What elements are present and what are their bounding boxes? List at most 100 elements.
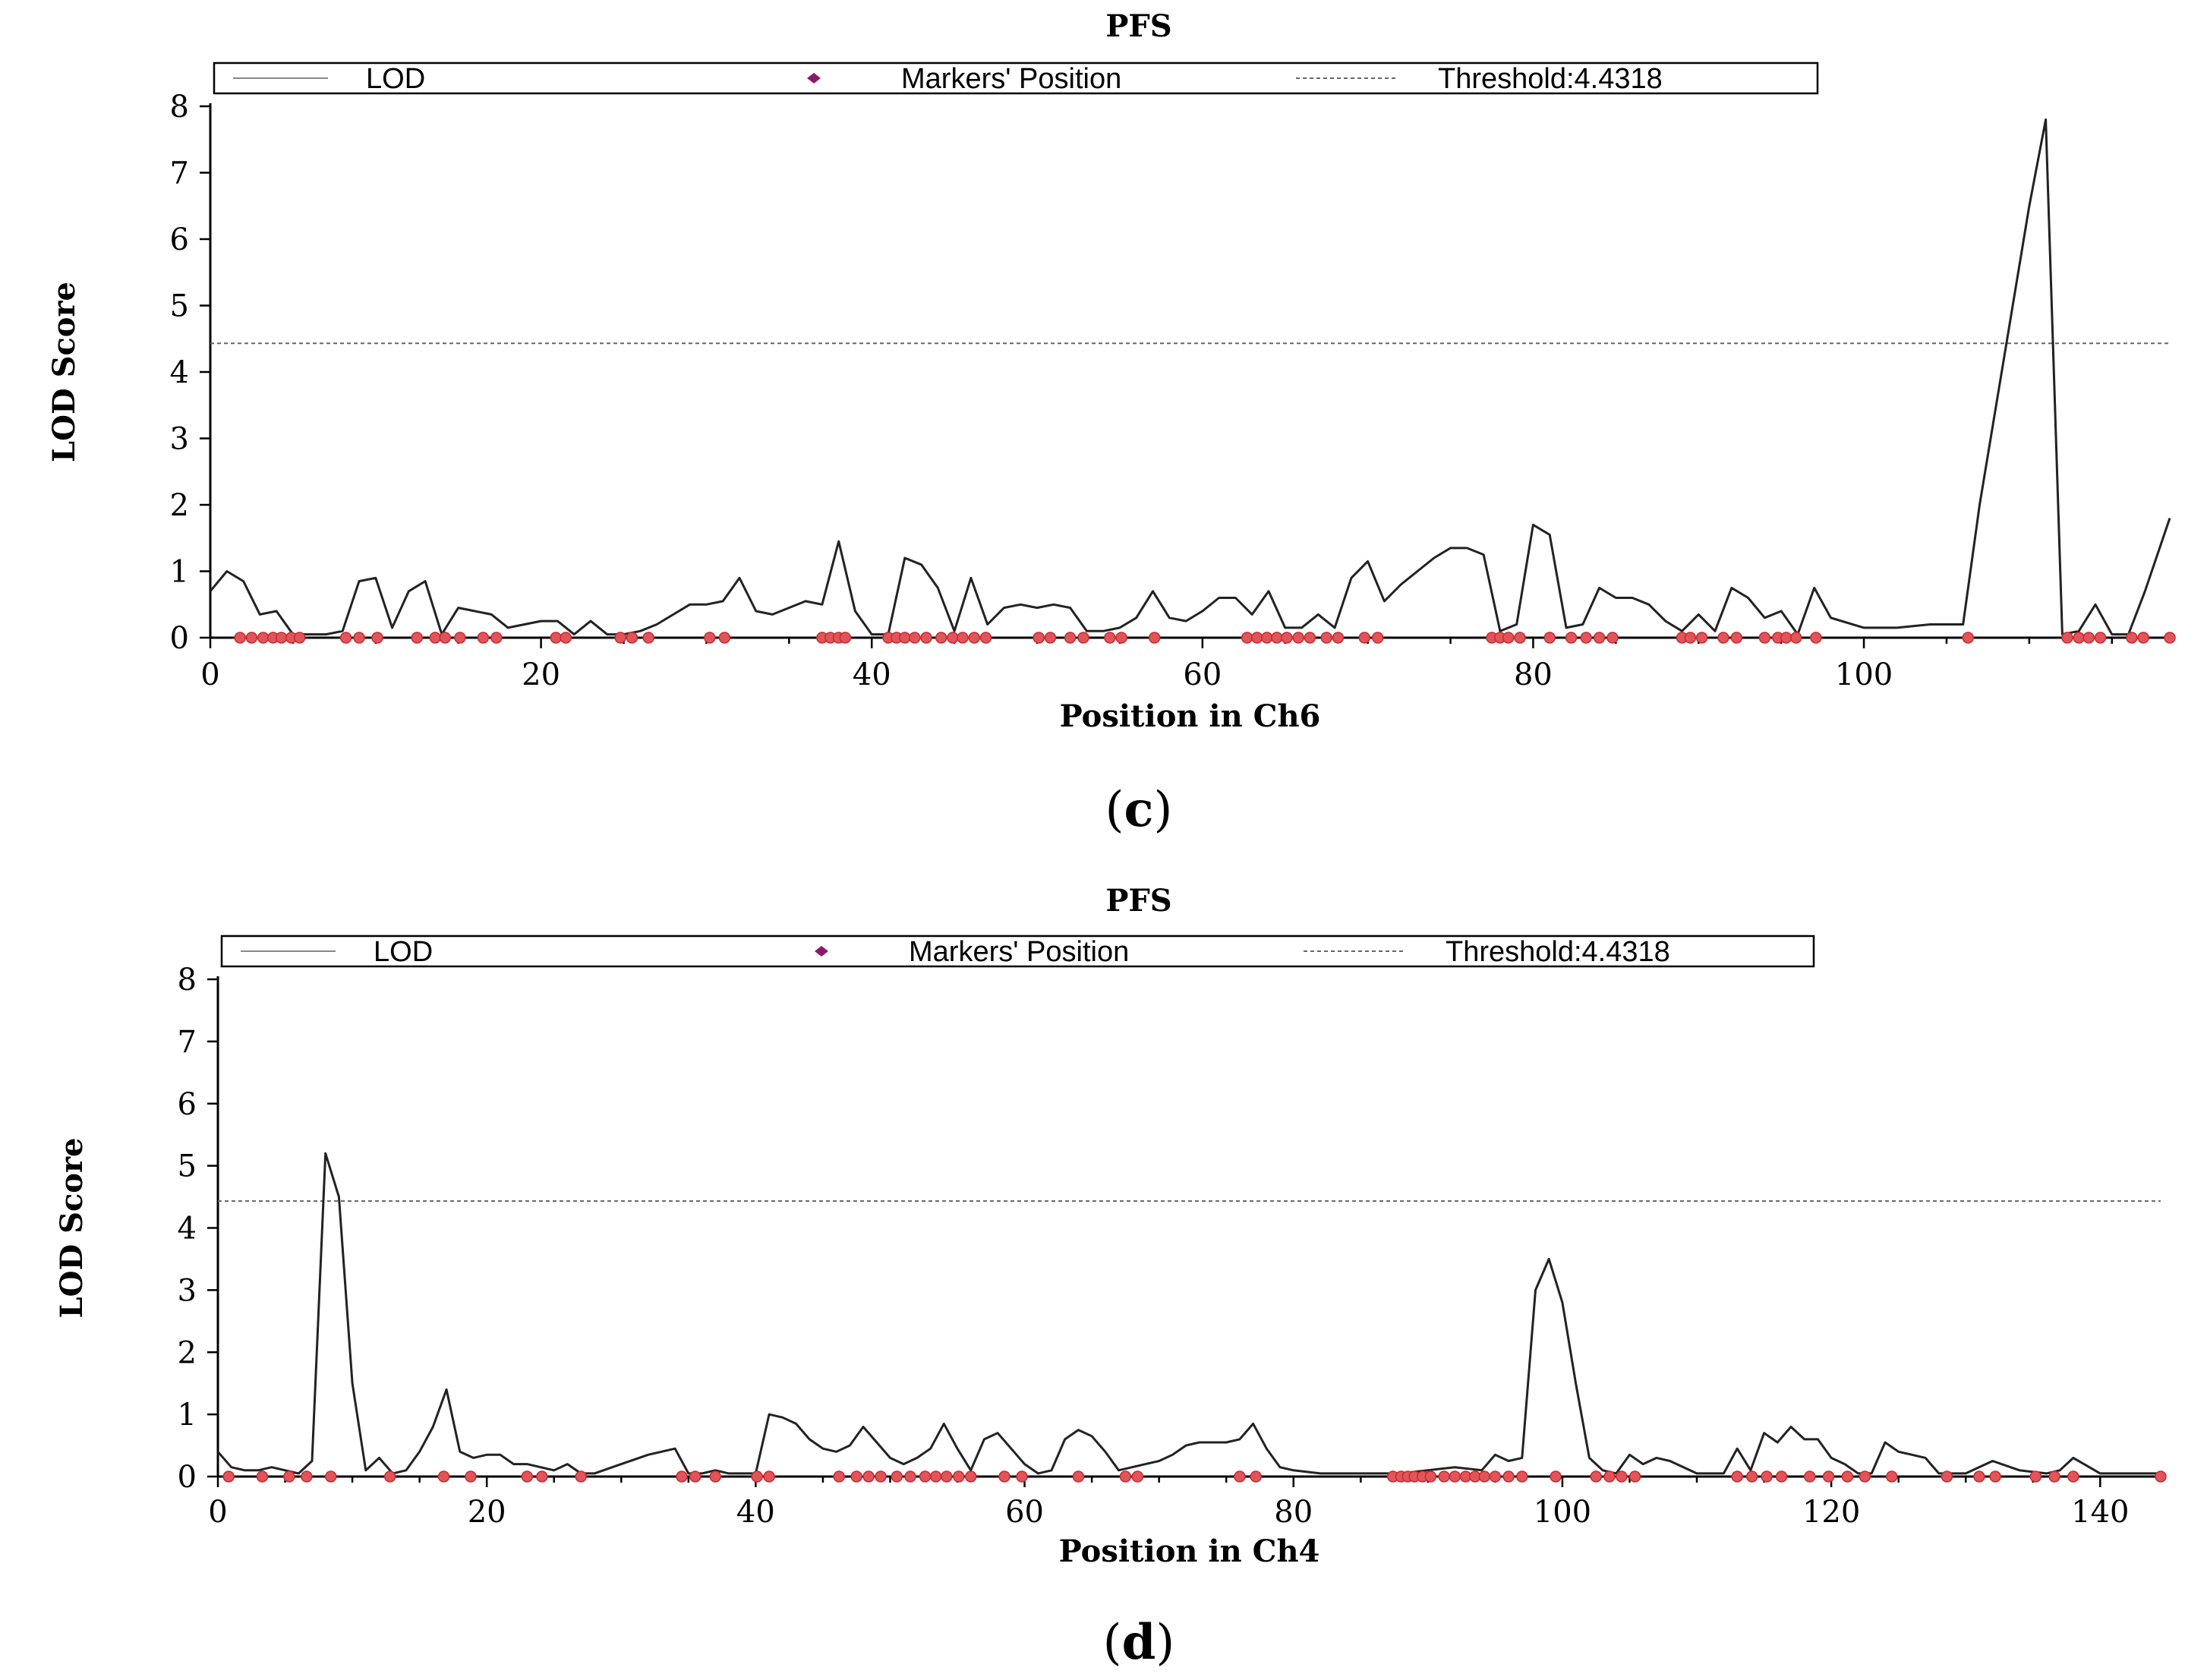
marker-point xyxy=(383,1470,396,1483)
marker-point xyxy=(1804,1470,1816,1483)
marker-point xyxy=(1077,632,1089,644)
marker-point xyxy=(1148,632,1161,644)
marker-point xyxy=(1371,632,1384,644)
y-axis-title: LOD Score xyxy=(46,282,82,462)
chart-panel-d: PFS LOD Markers' Position Threshold:4.4318 0… xyxy=(54,883,2167,1671)
y-tick-label: 5 xyxy=(170,289,189,324)
x-tick-label: 60 xyxy=(1183,657,1222,692)
x-axis-title: Position in Ch4 xyxy=(1059,1533,1320,1569)
legend-box xyxy=(220,935,1815,968)
marker-point xyxy=(1962,632,1975,644)
marker-point xyxy=(353,632,365,644)
marker-point xyxy=(891,1470,903,1483)
marker-point xyxy=(1543,632,1556,644)
marker-point xyxy=(2164,632,2176,644)
marker-point xyxy=(833,1470,845,1483)
y-tick-label: 8 xyxy=(178,963,197,998)
marker-point xyxy=(1131,1470,1144,1483)
marker-point xyxy=(465,1470,477,1483)
x-tick-label: 120 xyxy=(1802,1495,1860,1530)
marker-point xyxy=(850,1470,862,1483)
y-tick-label: 6 xyxy=(170,222,189,257)
marker-point xyxy=(1730,632,1743,644)
panel-label-close: ) xyxy=(1153,782,1172,838)
marker-point xyxy=(1478,1470,1490,1483)
legend-label-lod: LOD xyxy=(366,63,425,95)
chart-title: PFS xyxy=(1105,883,1171,919)
marker-point xyxy=(2094,632,2107,644)
marker-point xyxy=(614,632,626,644)
marker-point xyxy=(560,632,572,644)
y-tick-label: 1 xyxy=(170,555,189,590)
y-tick-label: 0 xyxy=(170,621,189,656)
lod-series-line xyxy=(216,1152,2161,1475)
marker-point xyxy=(1250,632,1263,644)
marker-point xyxy=(875,1470,887,1483)
x-tick-label: 140 xyxy=(2071,1495,2129,1530)
legend-label-lod: LOD xyxy=(374,936,433,968)
marker-point xyxy=(1115,632,1127,644)
x-tick-label: 20 xyxy=(522,657,560,692)
marker-point xyxy=(411,632,424,644)
marker-point xyxy=(2126,632,2138,644)
marker-point xyxy=(1590,1470,1602,1483)
marker-point xyxy=(283,1470,295,1483)
legend-label-markers: Markers' Position xyxy=(909,936,1129,968)
chart-panel-c: PFS LOD Markers' Position Threshold:4.4318 0… xyxy=(46,8,2176,838)
marker-point xyxy=(964,1470,977,1483)
marker-point xyxy=(1758,632,1771,644)
marker-point xyxy=(1281,632,1293,644)
marker-point xyxy=(1044,632,1057,644)
marker-point xyxy=(454,632,466,644)
marker-point xyxy=(1731,1470,1743,1483)
marker-point xyxy=(2061,632,2073,644)
marker-point xyxy=(2073,632,2085,644)
panel-label: (c) xyxy=(1105,781,1173,838)
marker-point xyxy=(490,632,503,644)
marker-point xyxy=(1449,1470,1461,1483)
legend-box xyxy=(213,61,1819,95)
marker-point xyxy=(763,1470,775,1483)
marker-point xyxy=(947,632,959,644)
marker-point xyxy=(439,632,452,644)
marker-point xyxy=(1603,1470,1616,1483)
marker-point xyxy=(1514,632,1526,644)
marker-point xyxy=(1241,632,1253,644)
marker-point xyxy=(689,1470,702,1483)
marker-point xyxy=(1822,1470,1835,1483)
marker-point xyxy=(1358,632,1371,644)
marker-point xyxy=(1304,632,1316,644)
marker-point xyxy=(1761,1470,1773,1483)
marker-point xyxy=(1780,632,1792,644)
marker-point xyxy=(1550,1470,1562,1483)
y-tick-label: 2 xyxy=(178,1335,197,1370)
marker-point xyxy=(1516,1470,1528,1483)
marker-point xyxy=(429,632,441,644)
marker-point xyxy=(1072,1470,1085,1483)
marker-point xyxy=(245,632,258,644)
x-tick-label: 80 xyxy=(1274,1495,1313,1530)
x-tick-label: 40 xyxy=(853,657,891,692)
marker-point xyxy=(1606,632,1619,644)
marker-point xyxy=(1064,632,1077,644)
marker-point xyxy=(2155,1470,2167,1483)
marker-point xyxy=(1104,632,1116,644)
marker-point xyxy=(1745,1470,1758,1483)
legend-swatch-marker xyxy=(807,73,821,84)
marker-point xyxy=(704,632,716,644)
marker-point xyxy=(234,632,246,644)
marker-point xyxy=(437,1470,450,1483)
marker-point xyxy=(536,1470,548,1483)
marker-point xyxy=(1593,632,1606,644)
marker-point xyxy=(339,632,352,644)
marker-point xyxy=(676,1470,688,1483)
marker-point xyxy=(751,1470,763,1483)
marker-point xyxy=(862,1470,875,1483)
marker-point xyxy=(575,1470,587,1483)
x-tick-label: 20 xyxy=(468,1495,506,1530)
marker-point xyxy=(1332,632,1345,644)
y-tick-label: 8 xyxy=(170,90,189,125)
marker-point xyxy=(1438,1470,1450,1483)
y-tick-label: 0 xyxy=(178,1460,197,1495)
x-tick-label: 100 xyxy=(1534,1495,1591,1530)
